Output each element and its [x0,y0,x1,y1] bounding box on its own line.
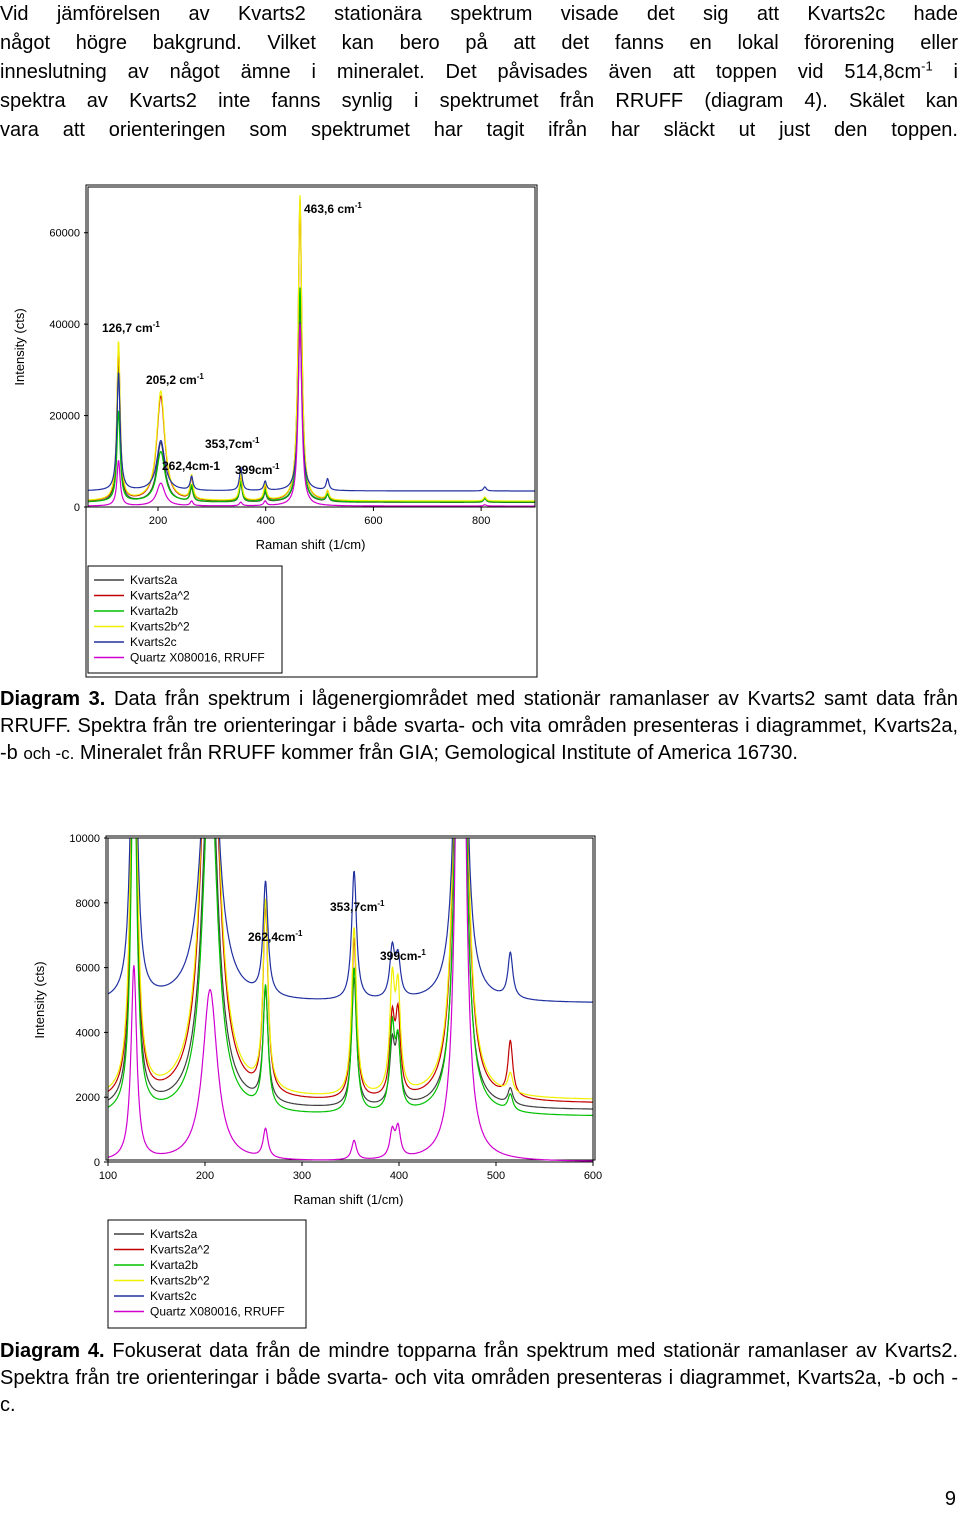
series-line-4 [108,838,593,1003]
intro-line-1: Vid jämförelsen av Kvarts2 stationära sp… [0,3,958,25]
figure-frame [85,184,538,678]
intro-line-3: inneslutning av något ämne i mineralet. … [0,58,958,87]
peak-annotation-2: 399cm-1 [380,948,426,963]
series-line-2 [88,287,535,503]
intro-line-2: något högre bakgrund. Vilket kan bero på… [0,32,958,54]
legend-box [87,565,283,674]
legend-entry-2: Kvarta2b [130,604,178,618]
legend-entry-0: Kvarts2a [150,1227,198,1241]
intro-line-4: spektra av Kvarts2 inte fanns synlig i s… [0,90,958,112]
y-tick-label-2: 4000 [76,1027,100,1039]
intro-line-5: vara att orienteringen som spektrumet ha… [0,119,958,141]
diagram-4-chart: 100 200 300 400 500 6000200040006000800010000… [32,833,602,1329]
legend-entry-3: Kvarts2b^2 [150,1274,210,1288]
y-axis-label: Intensity (cts) [12,308,27,385]
legend-entry-4: Kvarts2c [150,1289,197,1303]
diagram-3-text-2: Mineralet från RRUFF kommer från GIA; Ge… [74,742,798,764]
x-tick-label-0: 200 [149,515,167,527]
plot-border [107,837,594,1163]
legend-entry-3: Kvarts2b^2 [130,620,190,634]
diagram-4-label: Diagram 4. [0,1340,105,1362]
y-tick-label-4: 8000 [76,898,100,910]
plot-area [88,195,535,507]
legend-entry-5: Quartz X080016, RRUFF [150,1305,285,1319]
y-tick-label-1: 2000 [76,1092,100,1104]
y-tick-label-5: 10000 [69,833,100,845]
y-tick-label-0: 0 [74,502,80,514]
x-tick-label-4: 500 [487,1170,505,1182]
figure-frame [105,835,596,1161]
y-tick-label-0: 0 [94,1157,100,1169]
legend-entry-1: Kvarts2a^2 [130,589,190,603]
diagram-3-text-och: och -c. [23,744,75,763]
intro-superscript: -1 [921,58,933,74]
x-tick-label-3: 400 [390,1170,408,1182]
diagram-3-label: Diagram 3. [0,688,106,710]
intro-line-3-text: inneslutning av något ämne i mineralet. … [0,61,922,83]
diagram-3-caption: Diagram 3. Data från spektrum i lågenerg… [0,686,958,767]
legend-entry-4: Kvarts2c [130,635,177,649]
legend-box [107,1219,307,1329]
diagram-4-caption: Diagram 4. Fokuserat data från de mindre… [0,1338,958,1419]
peak-annotation-1: 126,7 cm-1 [102,320,160,335]
peak-annotation-4: 262,4cm-1 [162,459,220,473]
plot-area [108,838,593,1162]
x-axis-label: Raman shift (1/cm) [294,1192,404,1207]
page-number: 9 [944,1488,956,1510]
legend-entry-1: Kvarts2a^2 [150,1243,210,1257]
legend-entry-2: Kvarta2b [150,1258,198,1272]
x-tick-label-2: 600 [364,515,382,527]
series-line-5 [108,838,593,1162]
x-tick-label-0: 100 [99,1170,117,1182]
peak-annotation-1: 353,7cm-1 [330,899,385,914]
x-tick-label-3: 800 [472,515,490,527]
x-axis-label: Raman shift (1/cm) [256,537,366,552]
peak-annotation-3: 353,7cm-1 [205,436,260,451]
series-line-3 [108,838,593,1100]
series-line-5 [88,323,535,507]
y-tick-label-3: 60000 [49,228,80,240]
peak-annotation-0: 262,4cm-1 [248,929,303,944]
x-tick-label-1: 200 [196,1170,214,1182]
plot-border [87,186,536,508]
series-line-3 [88,195,535,502]
peak-annotation-0: 463,6 cm-1 [304,201,362,216]
diagram-4-text: Fokuserat data från de mindre topparna f… [0,1340,959,1416]
y-tick-label-1: 20000 [49,411,80,423]
peak-annotation-5: 399cm-1 [235,462,280,477]
diagram-3-text-1: Data från spektrum i lågenergiområdet me… [0,688,959,764]
series-line-4 [88,322,535,492]
y-axis-label: Intensity (cts) [32,961,47,1038]
x-tick-label-1: 400 [257,515,275,527]
y-tick-label-2: 40000 [49,319,80,331]
legend-entry-0: Kvarts2a [130,573,178,587]
diagram-3-chart: 200 400 600 800 0 20000 40000 60000 Raman shift … [12,184,538,678]
x-tick-label-5: 600 [584,1170,602,1182]
intro-line-3-tail: i [932,61,959,83]
peak-annotation-2: 205,2 cm-1 [146,372,204,387]
series-line-2 [108,838,593,1117]
x-tick-label-2: 300 [293,1170,311,1182]
legend-entry-5: Quartz X080016, RRUFF [130,651,265,665]
y-tick-label-3: 6000 [76,963,100,975]
intro-paragraph: Vid jämförelsen av Kvarts2 stationära sp… [0,0,958,145]
